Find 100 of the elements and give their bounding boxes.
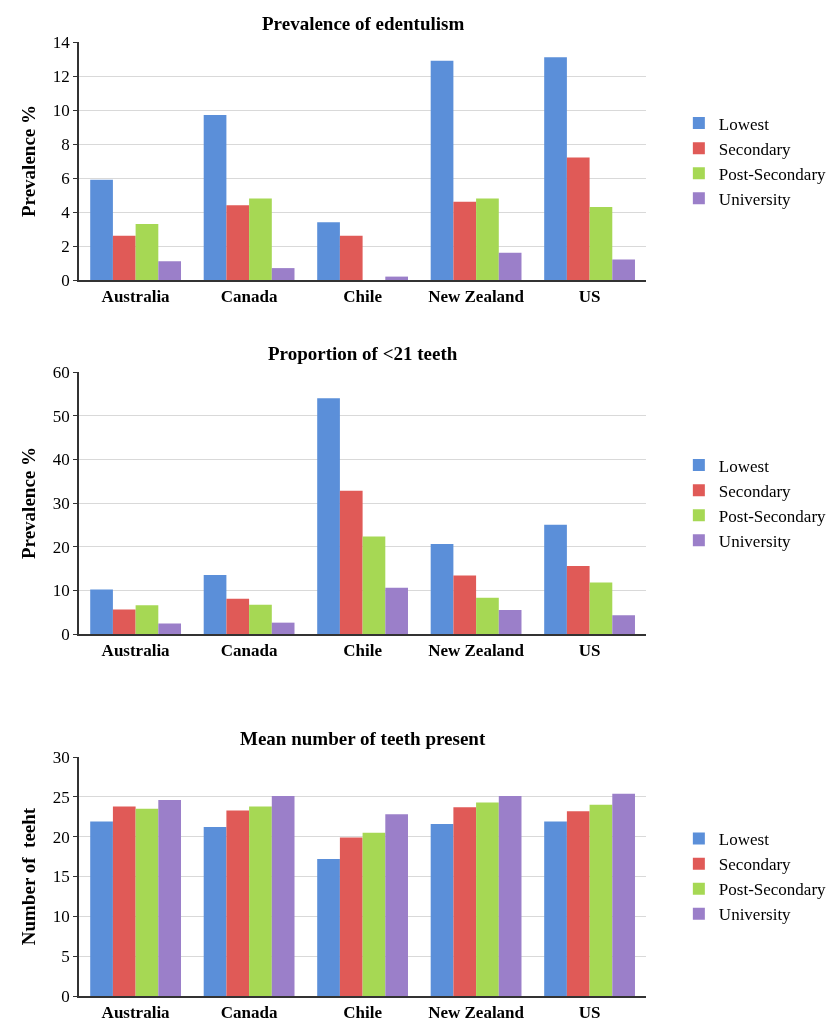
bar (158, 623, 182, 634)
x-tick-label: New Zealand (428, 287, 525, 307)
legend-label: University (718, 189, 792, 209)
bar (135, 223, 159, 280)
bar (112, 235, 136, 280)
x-tick-label: New Zealand (428, 641, 525, 661)
bar (271, 622, 295, 634)
bar (544, 524, 567, 634)
y-tick-label: 30 (52, 493, 70, 513)
legend-label: University (718, 531, 792, 551)
bar (249, 198, 272, 280)
y-tick-label: 6 (61, 168, 70, 188)
bar (339, 490, 363, 634)
y-tick-label: 4 (61, 202, 71, 222)
x-tick-label: New Zealand (428, 1003, 525, 1023)
bar (385, 814, 408, 996)
legend-label: Secondary (718, 855, 792, 875)
x-tick-label: US (578, 287, 601, 307)
bar (544, 57, 567, 280)
bar (135, 605, 159, 634)
legend-label: Lowest (718, 456, 770, 476)
bar (339, 837, 363, 996)
y-tick-label: 50 (52, 406, 70, 426)
x-tick-label: Canada (220, 1003, 278, 1023)
bar (317, 858, 340, 996)
bar (203, 827, 227, 996)
bar (158, 261, 182, 280)
bar (362, 536, 386, 634)
x-tick-label: US (578, 1003, 601, 1023)
y-tick-label: 5 (61, 947, 70, 967)
bar (612, 259, 635, 280)
y-tick-label: 14 (52, 32, 71, 52)
bar (339, 235, 363, 280)
y-tick-label: 10 (52, 100, 70, 120)
bar (453, 807, 477, 996)
bar (385, 276, 408, 280)
y-tick-label: 8 (61, 134, 70, 154)
x-tick-label: Australia (101, 641, 171, 661)
x-tick-label: US (578, 641, 601, 661)
bar (544, 821, 567, 996)
legend-label: Secondary (718, 481, 792, 501)
chart-title: Mean number of teeth present (240, 728, 486, 749)
bar (589, 582, 613, 634)
y-tick-label: 2 (61, 236, 70, 256)
legend-label: Lowest (718, 114, 770, 134)
y-tick-label: 0 (61, 986, 70, 1006)
bar (90, 821, 113, 996)
x-tick-label: Chile (343, 287, 383, 307)
bar (476, 597, 499, 634)
bar (453, 575, 477, 634)
bar (362, 832, 386, 996)
y-axis-title: Prevalence % (18, 104, 40, 218)
chart-title: Prevalence of edentulism (262, 13, 465, 34)
bar (498, 796, 522, 996)
y-tick-label: 0 (61, 270, 70, 290)
y-tick-label: 25 (52, 787, 70, 807)
bar (112, 609, 136, 634)
bar (135, 808, 159, 996)
x-tick-label: Chile (343, 641, 383, 661)
x-tick-label: Australia (101, 287, 171, 307)
bar (476, 802, 499, 996)
bar (226, 810, 250, 996)
y-tick-label: 30 (52, 747, 70, 767)
bar (430, 60, 454, 280)
bar (430, 823, 454, 996)
x-tick-label: Chile (343, 1003, 383, 1023)
bar (589, 206, 613, 280)
bar (271, 796, 295, 996)
y-tick-label: 10 (52, 907, 70, 927)
y-tick-label: 15 (52, 867, 70, 887)
legend-label: Post-Secondary (718, 164, 827, 184)
bar (612, 793, 635, 996)
chart-title: Proportion of <21 teeth (268, 343, 458, 364)
bar (566, 811, 590, 996)
bar (249, 806, 272, 996)
legend-label: University (718, 905, 792, 925)
legend-label: Secondary (718, 139, 792, 159)
y-tick-label: 40 (52, 450, 70, 470)
bar (90, 589, 113, 634)
bar (566, 565, 590, 634)
bar (226, 205, 250, 280)
y-axis-title: Number of teeht (18, 807, 40, 946)
bar (385, 587, 408, 634)
legend-label: Post-Secondary (718, 880, 827, 900)
bar (271, 268, 295, 280)
bar (112, 806, 136, 996)
y-tick-label: 12 (52, 66, 70, 86)
y-axis-title: Prevalence % (18, 446, 40, 560)
bar (566, 157, 590, 280)
bar (498, 252, 522, 280)
bar (476, 198, 499, 280)
y-tick-label: 20 (52, 827, 70, 847)
bar (430, 544, 454, 634)
legend-label: Lowest (718, 830, 770, 850)
bar (90, 179, 113, 280)
y-tick-label: 60 (52, 362, 70, 382)
y-tick-label: 0 (61, 624, 70, 644)
bar (498, 609, 522, 634)
bar (203, 115, 227, 280)
x-tick-label: Canada (220, 641, 278, 661)
